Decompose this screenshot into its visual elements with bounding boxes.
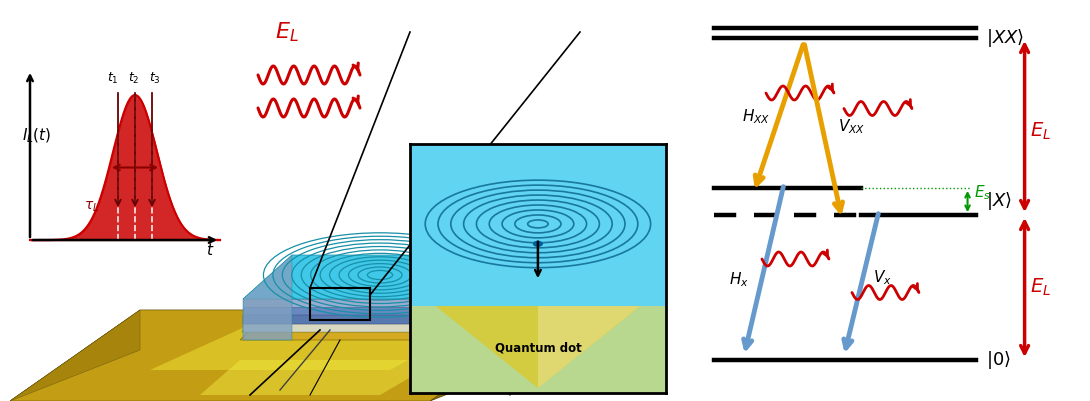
Text: $|0\rangle$: $|0\rangle$ [986,349,1012,371]
Text: $t_3$: $t_3$ [149,71,161,86]
Polygon shape [10,310,560,401]
Text: $E_s$: $E_s$ [973,184,991,202]
Polygon shape [199,360,440,395]
Polygon shape [429,310,560,401]
Text: $|XX\rangle$: $|XX\rangle$ [986,27,1025,49]
Text: $V_{XX}$: $V_{XX}$ [838,117,865,136]
Polygon shape [150,320,480,370]
Polygon shape [243,315,564,324]
Text: $E_L$: $E_L$ [275,20,299,44]
Text: $I_L(t)$: $I_L(t)$ [22,126,51,145]
Polygon shape [10,310,140,401]
Polygon shape [243,324,564,332]
Polygon shape [240,310,595,340]
Polygon shape [243,255,611,299]
Polygon shape [243,255,292,340]
Text: $E_L$: $E_L$ [1030,277,1051,298]
Text: $E_L$: $E_L$ [1030,120,1051,142]
Bar [410,306,666,393]
Text: $t_1$: $t_1$ [107,71,119,86]
Ellipse shape [533,241,543,247]
Polygon shape [243,307,564,315]
Text: $t_2$: $t_2$ [129,71,140,86]
Polygon shape [242,310,573,332]
Polygon shape [538,306,641,388]
Bar [410,144,666,306]
Text: $V_x$: $V_x$ [873,269,892,287]
Polygon shape [10,310,560,401]
Polygon shape [436,306,641,388]
Polygon shape [243,299,564,307]
Text: $H_x$: $H_x$ [729,270,749,289]
Text: $\tau_L$: $\tau_L$ [84,200,99,215]
Text: $t$: $t$ [206,242,215,258]
Polygon shape [243,315,564,324]
Text: Quantum dot: Quantum dot [495,342,581,355]
Text: $|X\rangle$: $|X\rangle$ [986,190,1013,213]
Text: $H_{XX}$: $H_{XX}$ [742,107,770,126]
